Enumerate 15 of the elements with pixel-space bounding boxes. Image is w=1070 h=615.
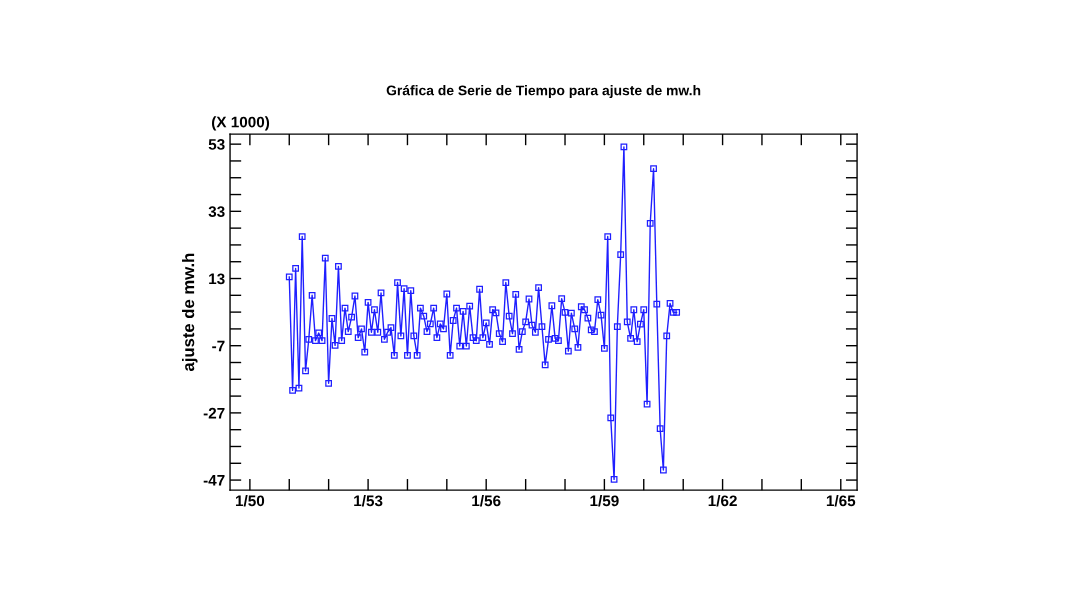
x-tick-label: 1/65 xyxy=(826,495,856,507)
x-tick-label: 1/56 xyxy=(472,495,501,507)
x-tick-label: 1/50 xyxy=(235,495,265,507)
text: (X 1000) xyxy=(212,116,270,131)
y-tick-label: 33 xyxy=(208,206,225,218)
y-tick-label: -7 xyxy=(212,340,225,352)
x-tick-label: 1/62 xyxy=(708,495,737,507)
y-tick-label: -27 xyxy=(203,407,225,419)
y-tick-label: 53 xyxy=(208,139,225,150)
x-tick-label: 1/53 xyxy=(354,495,383,507)
y-axis-title: ajuste de mw.h xyxy=(182,253,198,372)
x-tick-label: 1/59 xyxy=(590,495,619,507)
y-tick-label: 13 xyxy=(209,273,225,285)
y-tick-label: -47 xyxy=(203,475,225,486)
chart-title: Gráfica de Serie de Tiempo para ajuste de mw.h xyxy=(386,84,701,99)
